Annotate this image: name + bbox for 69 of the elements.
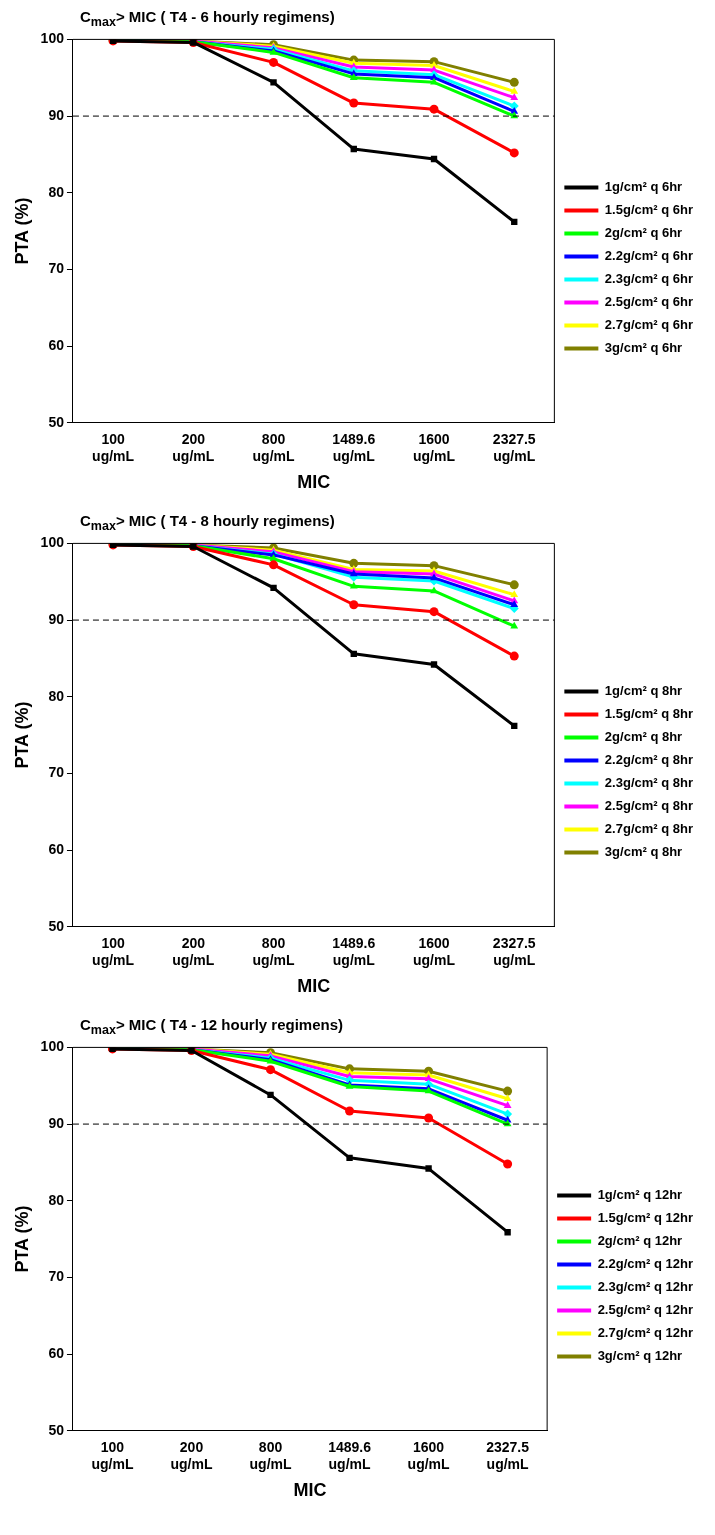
y-tick-label: 90 — [48, 106, 65, 123]
y-tick-label: 50 — [48, 917, 65, 934]
legend-label: 2g/cm² q 6hr — [604, 225, 683, 241]
chart-title: C$_{max}$> MIC ( T4 - 8 hourly regimens) — [80, 512, 336, 533]
y-tick-label: 90 — [48, 1114, 65, 1131]
chart-title: C$_{max}$> MIC ( T4 - 12 hourly regimens) — [80, 1016, 344, 1037]
y-tick-label: 50 — [48, 413, 65, 430]
y-tick-label: 90 — [48, 610, 65, 627]
legend-label: 2.3g/cm² q 8hr — [604, 775, 693, 791]
chart-title: C$_{max}$> MIC ( T4 - 6 hourly regimens) — [80, 8, 336, 29]
x-tick-label: 200 ug/mL — [172, 935, 215, 968]
x-axis-title: MIC — [293, 1480, 327, 1501]
y-axis-title: PTA (%) — [11, 197, 32, 265]
x-tick-label: 100 ug/mL — [91, 1439, 134, 1472]
legend-label: 1.5g/cm² q 6hr — [604, 202, 693, 218]
x-tick-label: 2327.5 ug/mL — [492, 935, 536, 968]
legend-label: 2.5g/cm² q 12hr — [597, 1302, 694, 1318]
x-tick-label: 100 ug/mL — [92, 935, 135, 968]
legend-label: 2.7g/cm² q 12hr — [597, 1325, 694, 1341]
y-tick-label: 60 — [48, 840, 65, 857]
y-tick-label: 80 — [48, 687, 65, 704]
legend-label: 1g/cm² q 8hr — [604, 683, 683, 699]
legend-label: 1g/cm² q 6hr — [604, 179, 683, 195]
y-tick-label: 100 — [40, 534, 65, 551]
x-tick-label: 1489.6 ug/mL — [332, 431, 376, 464]
x-tick-label: 2327.5 ug/mL — [486, 1439, 530, 1472]
x-tick-label: 800 ug/mL — [252, 431, 295, 464]
legend-label: 2.5g/cm² q 8hr — [604, 798, 693, 814]
x-tick-label: 1489.6 ug/mL — [332, 935, 376, 968]
y-tick-label: 50 — [48, 1421, 65, 1438]
legend-label: 2.7g/cm² q 8hr — [604, 821, 693, 837]
y-tick-label: 70 — [48, 764, 65, 781]
legend-label: 2g/cm² q 8hr — [604, 729, 683, 745]
y-axis-title: PTA (%) — [11, 1205, 32, 1273]
y-tick-label: 70 — [48, 260, 65, 277]
legend-label: 2g/cm² q 12hr — [597, 1233, 683, 1249]
legend-label: 2.2g/cm² q 6hr — [604, 248, 693, 264]
legend-label: 1.5g/cm² q 12hr — [597, 1210, 694, 1226]
x-tick-label: 1489.6 ug/mL — [328, 1439, 372, 1472]
x-tick-label: 100 ug/mL — [92, 431, 135, 464]
y-tick-label: 80 — [48, 1191, 65, 1208]
x-tick-label: 200 ug/mL — [172, 431, 215, 464]
x-axis-title: MIC — [297, 976, 331, 997]
x-tick-label: 2327.5 ug/mL — [492, 431, 536, 464]
y-tick-label: 100 — [40, 1038, 65, 1055]
legend-label: 3g/cm² q 6hr — [604, 340, 683, 356]
x-tick-label: 800 ug/mL — [249, 1439, 292, 1472]
legend-label: 3g/cm² q 8hr — [604, 844, 683, 860]
y-axis-title: PTA (%) — [11, 701, 32, 769]
legend-label: 2.5g/cm² q 6hr — [604, 294, 693, 310]
legend-label: 2.2g/cm² q 8hr — [604, 752, 693, 768]
y-tick-label: 80 — [48, 183, 65, 200]
legend-label: 1g/cm² q 12hr — [597, 1187, 683, 1203]
x-tick-label: 1600 ug/mL — [413, 431, 456, 464]
legend-label: 2.2g/cm² q 12hr — [597, 1256, 694, 1272]
legend-label: 2.7g/cm² q 6hr — [604, 317, 693, 333]
y-tick-label: 60 — [48, 336, 65, 353]
legend-label: 2.3g/cm² q 6hr — [604, 271, 693, 287]
x-axis-title: MIC — [297, 472, 331, 493]
x-tick-label: 1600 ug/mL — [413, 935, 456, 968]
x-tick-label: 200 ug/mL — [170, 1439, 213, 1472]
legend-label: 3g/cm² q 12hr — [597, 1348, 683, 1364]
y-tick-label: 70 — [48, 1268, 65, 1285]
x-tick-label: 1600 ug/mL — [407, 1439, 451, 1472]
y-tick-label: 100 — [40, 30, 65, 47]
y-tick-label: 60 — [48, 1344, 65, 1361]
legend-label: 2.3g/cm² q 12hr — [597, 1279, 694, 1295]
legend-label: 1.5g/cm² q 8hr — [604, 706, 693, 722]
x-tick-label: 800 ug/mL — [252, 935, 295, 968]
